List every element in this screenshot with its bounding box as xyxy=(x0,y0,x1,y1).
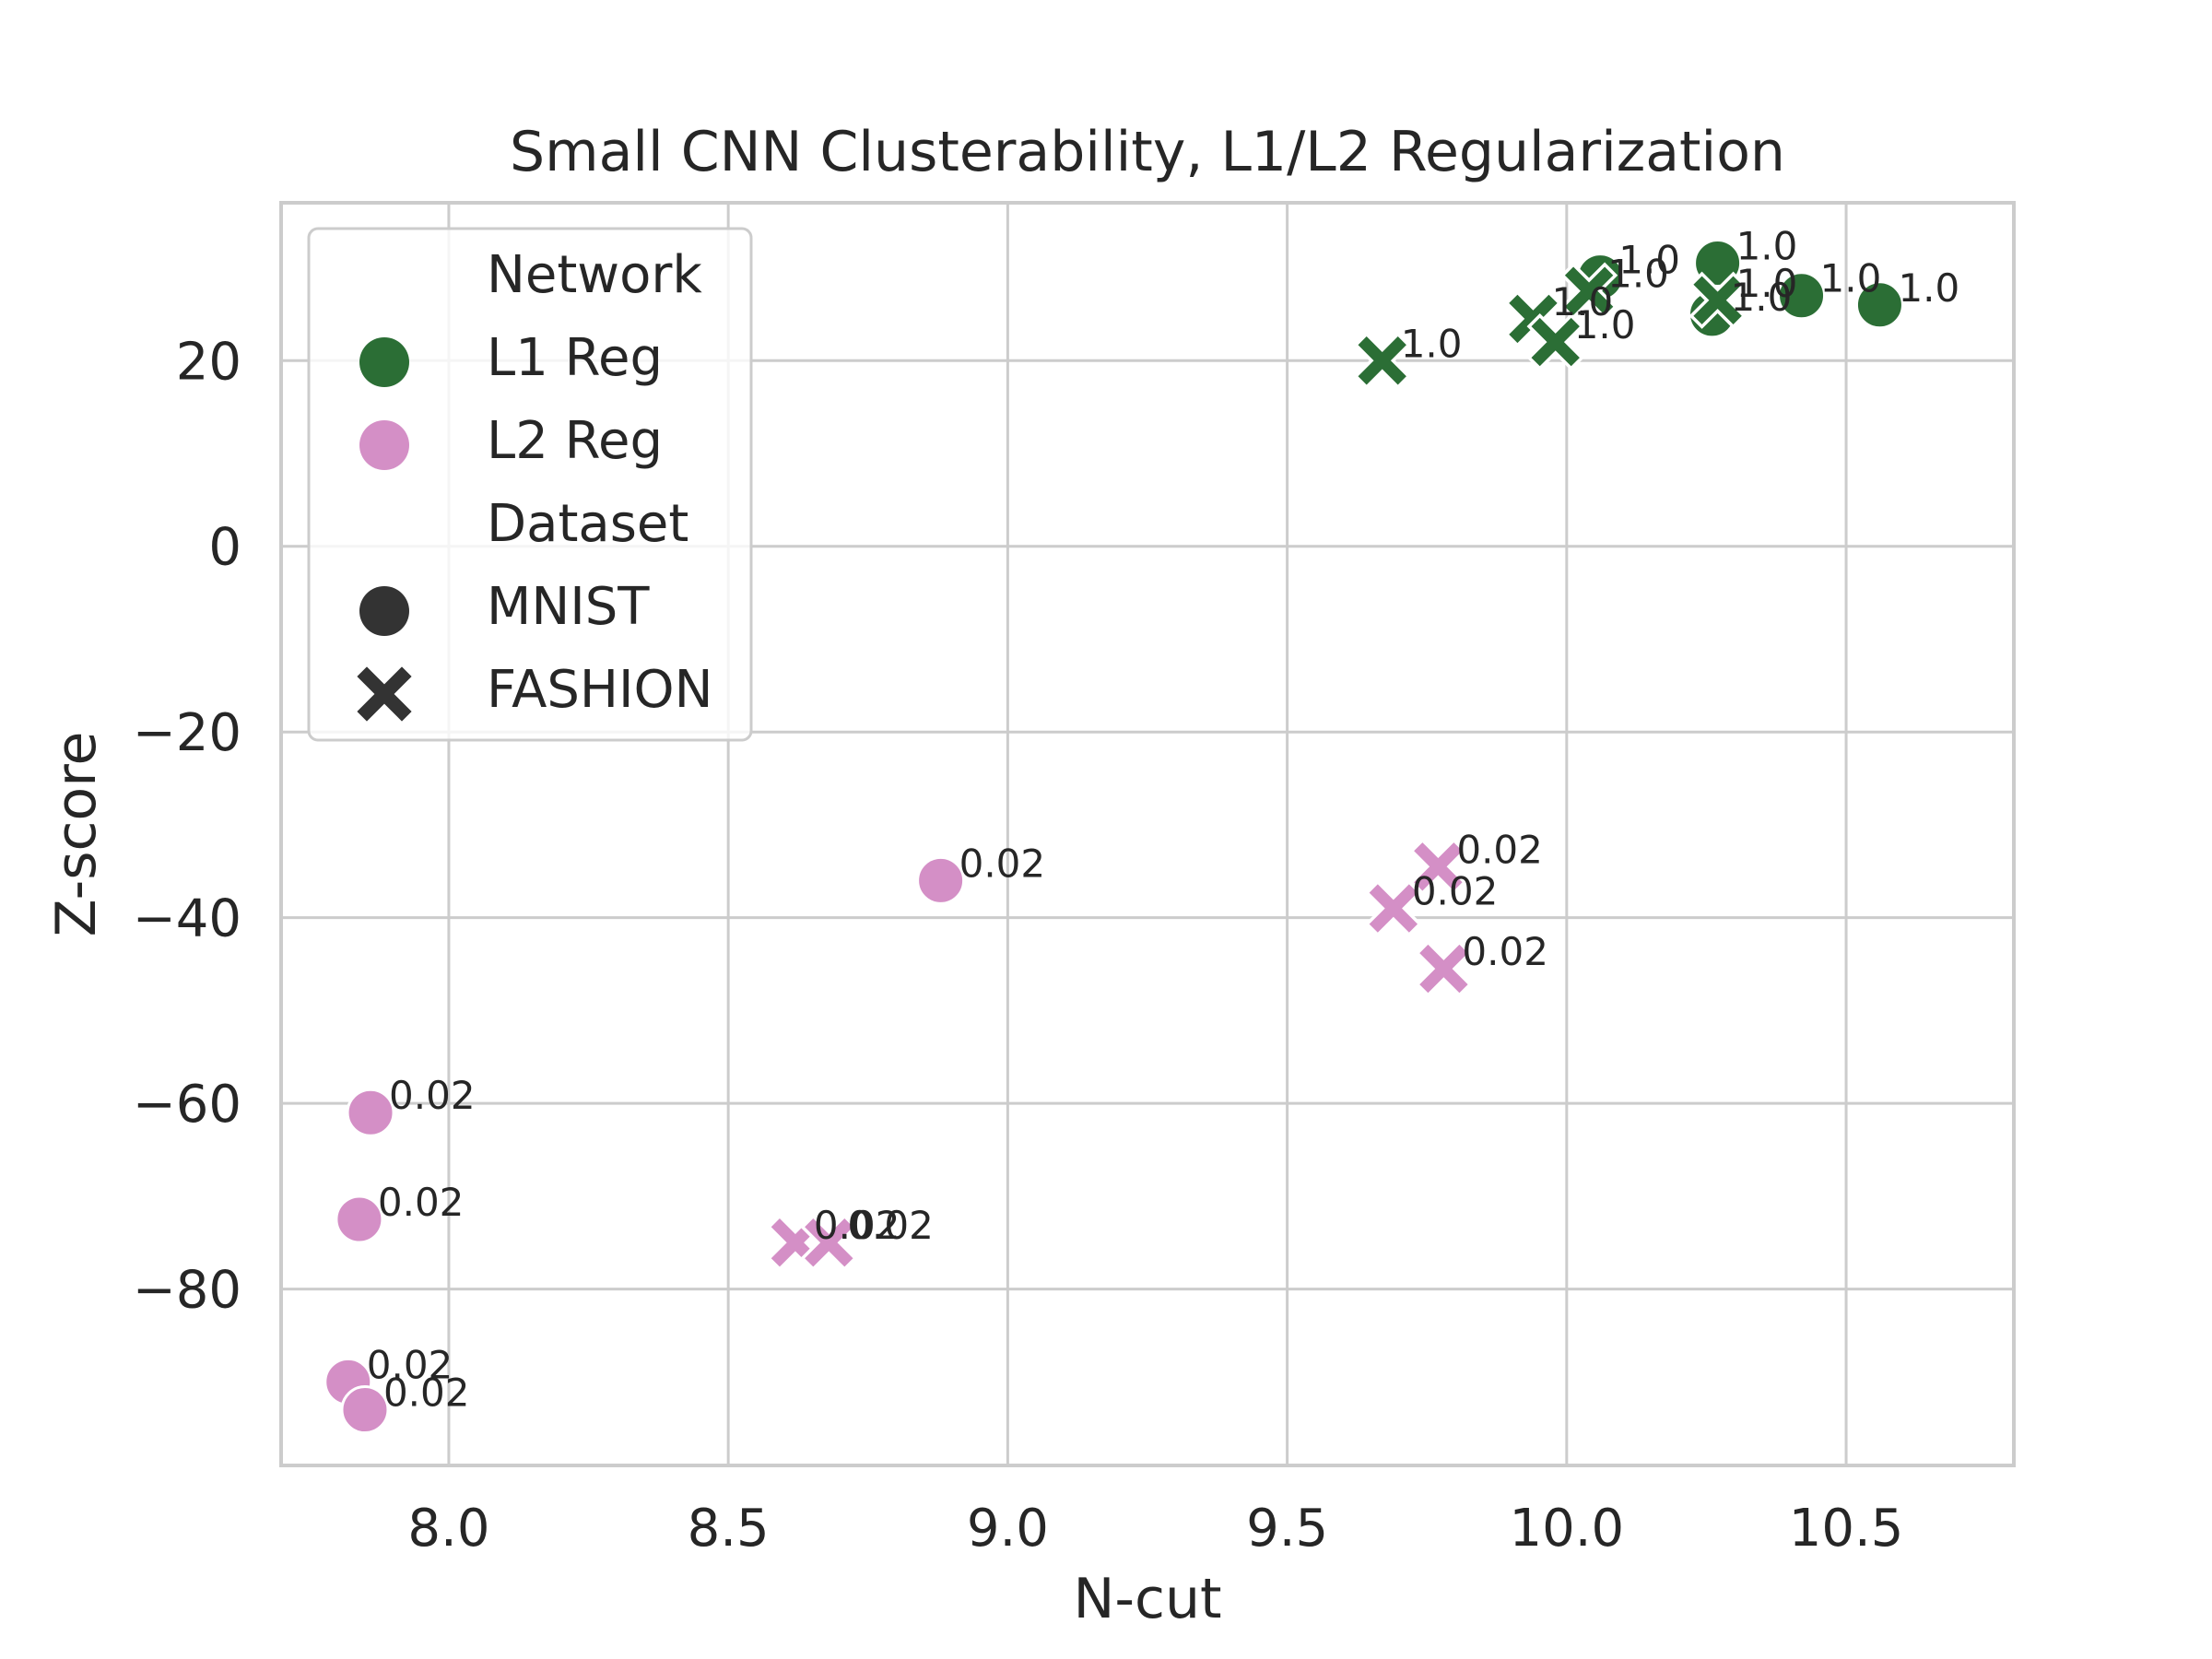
data-marks xyxy=(324,238,1904,1435)
point-l1-reg-fashion xyxy=(1688,271,1747,329)
point-l2-reg-mnist xyxy=(346,1088,395,1137)
point-label: 1.0 xyxy=(1898,265,1959,311)
x-axis-label: N-cut xyxy=(1073,1567,1221,1631)
y-tick-label: −60 xyxy=(133,1075,241,1135)
point-glyph xyxy=(1693,276,1742,324)
point-label: 0.02 xyxy=(1456,827,1543,872)
x-tick-label: 9.0 xyxy=(967,1499,1049,1559)
point-label: 0.02 xyxy=(367,1342,453,1387)
x-tick-label: 8.5 xyxy=(688,1499,770,1559)
point-label: 0.02 xyxy=(847,1203,934,1248)
point-glyph xyxy=(1564,266,1614,315)
x-tick-label: 9.5 xyxy=(1246,1499,1328,1559)
point-l1-reg-mnist xyxy=(1693,238,1743,288)
legend-label-l2-reg: L2 Reg xyxy=(487,411,663,471)
point-label: 0.02 xyxy=(814,1203,900,1248)
point-l2-reg-fashion xyxy=(800,1214,858,1272)
chart-title: Small CNN Clusterability, L1/L2 Regulari… xyxy=(510,120,1785,184)
point-glyph xyxy=(1358,336,1406,385)
point-label: 1.0 xyxy=(1736,223,1798,268)
point-label: 0.02 xyxy=(959,841,1046,886)
point-label: 0.02 xyxy=(1412,869,1499,914)
point-label: 1.0 xyxy=(1401,321,1463,366)
legend: Network L1 Reg L2 Reg Dataset MNIST FASH… xyxy=(307,227,753,742)
point-label: 0.02 xyxy=(1462,929,1548,974)
legend-title-dataset: Dataset xyxy=(487,494,688,554)
point-label: 1.0 xyxy=(1736,261,1798,306)
point-l1-reg-fashion xyxy=(1526,312,1584,371)
point-glyph xyxy=(1531,317,1580,367)
point-l2-reg-mnist xyxy=(340,1385,390,1435)
point-l1-reg-fashion xyxy=(1559,262,1618,320)
legend-title-network: Network xyxy=(487,245,702,305)
plot-frame xyxy=(279,201,2016,1467)
x-tick-label: 8.0 xyxy=(407,1499,489,1559)
point-glyph xyxy=(1419,944,1468,994)
point-l2-reg-fashion xyxy=(1415,939,1473,998)
y-tick-label: −20 xyxy=(133,703,241,763)
legend-label-mnist: MNIST xyxy=(487,577,650,637)
point-l2-reg-fashion xyxy=(1409,838,1467,896)
point-l1-reg-mnist xyxy=(1854,280,1904,330)
point-label: 1.0 xyxy=(1618,238,1680,283)
legend-label-fashion: FASHION xyxy=(487,660,713,720)
point-label: 1.0 xyxy=(1574,302,1636,347)
legend-marker-l1-reg xyxy=(359,337,409,387)
point-glyph xyxy=(805,1218,853,1267)
point-l1-reg-fashion xyxy=(1353,332,1411,390)
point-l2-reg-fashion xyxy=(1364,879,1422,937)
data-labels: 1.0 1.01.0 1.01.01.01.01.01.0 1.00.020.020.… xyxy=(367,223,1959,1415)
point-label: 1.0 xyxy=(1607,252,1669,297)
legend-marker-mnist xyxy=(359,586,409,636)
point-l1-reg-mnist xyxy=(1777,271,1827,321)
y-tick-label: 20 xyxy=(176,332,241,392)
legend-box xyxy=(307,227,753,742)
x-tick-label: 10.0 xyxy=(1509,1499,1624,1559)
point-l2-reg-mnist xyxy=(335,1194,384,1244)
legend-label-l1-reg: L1 Reg xyxy=(487,328,663,388)
point-label: 0.02 xyxy=(389,1073,476,1118)
legend-marker-fashion xyxy=(357,666,412,722)
point-label: 0.02 xyxy=(383,1371,470,1416)
point-glyph xyxy=(1369,884,1418,933)
point-label: 1.0 xyxy=(1731,275,1793,320)
y-tick-label: −40 xyxy=(133,889,241,949)
point-label: 0.02 xyxy=(378,1180,465,1225)
point-l2-reg-mnist xyxy=(916,855,966,905)
axis-ticks: 8.0 8.5 9.0 9.5 10.0 10.5 20 0 −20 −40 −60 −80 xyxy=(133,332,1904,1559)
y-tick-label: −80 xyxy=(133,1261,241,1321)
point-label: 1.0 xyxy=(1551,279,1613,324)
point-label: 1.0 xyxy=(1820,256,1882,301)
legend-marker-l2-reg xyxy=(359,420,409,470)
x-tick-label: 10.5 xyxy=(1789,1499,1904,1559)
point-glyph xyxy=(1414,842,1463,891)
y-axis-label: Z-score xyxy=(44,732,109,937)
y-tick-label: 0 xyxy=(208,518,241,578)
